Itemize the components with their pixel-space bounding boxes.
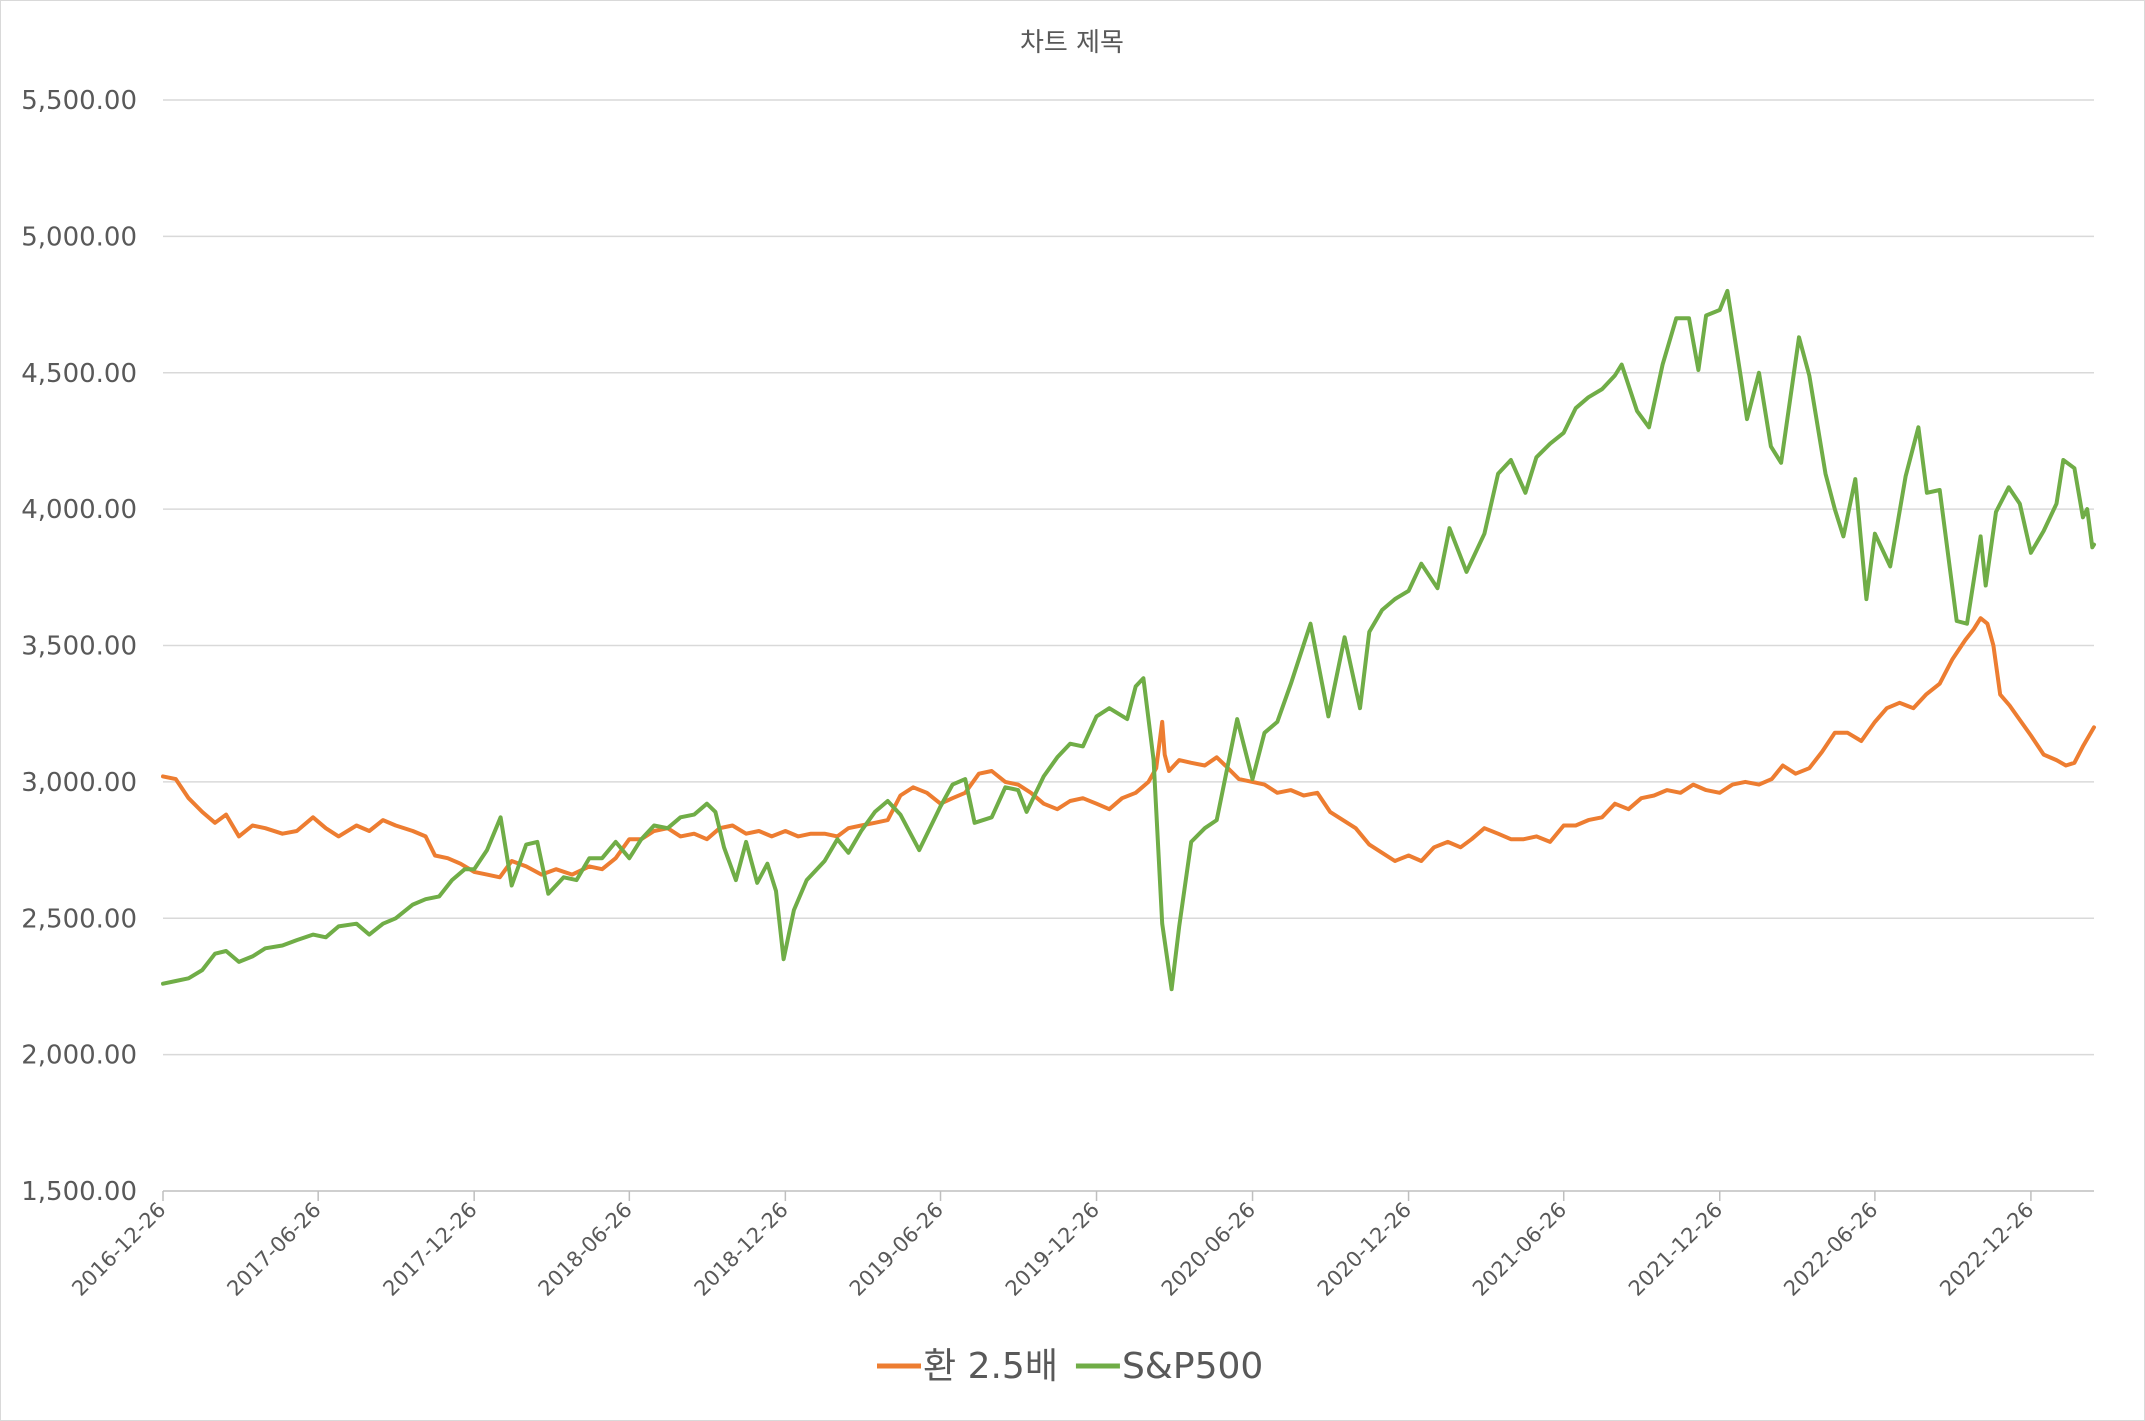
y-tick-label: 3,000.00 bbox=[21, 768, 137, 798]
axes: 1,500.00 2,000.00 2,500.00 3,000.00 3,500.00… bbox=[21, 86, 2094, 1301]
gridlines bbox=[163, 99, 2094, 1056]
x-tick-label: 2022-06-26 bbox=[1779, 1198, 1882, 1301]
x-tick-label: 2017-06-26 bbox=[222, 1198, 325, 1301]
series-lines bbox=[161, 288, 2096, 992]
x-tick-label: 2020-06-26 bbox=[1157, 1198, 1260, 1301]
x-tick-label: 2020-12-26 bbox=[1313, 1198, 1416, 1301]
y-tick-label: 4,500.00 bbox=[21, 359, 137, 389]
y-tick-label: 5,500.00 bbox=[21, 86, 137, 116]
x-tick-label: 2018-12-26 bbox=[690, 1198, 793, 1301]
y-tick-label: 2,500.00 bbox=[21, 904, 137, 934]
y-tick-label: 5,000.00 bbox=[21, 222, 137, 252]
legend-label: 환 2.5배 bbox=[923, 1346, 1058, 1387]
legend-label: S&P500 bbox=[1122, 1346, 1263, 1387]
x-tick-label: 2022-12-26 bbox=[1935, 1198, 2038, 1301]
y-tick-label: 1,500.00 bbox=[21, 1177, 137, 1207]
x-tick-label: 2019-12-26 bbox=[1001, 1198, 1104, 1301]
x-tick-label: 2017-12-26 bbox=[378, 1198, 481, 1301]
series-line-sp500 bbox=[161, 288, 2096, 992]
x-tick-label: 2019-06-26 bbox=[845, 1198, 948, 1301]
x-tick-label: 2021-12-26 bbox=[1624, 1198, 1727, 1301]
series-line-fx-2-5x bbox=[161, 616, 2096, 880]
legend: 환 2.5배 S&P500 bbox=[877, 1346, 1263, 1387]
x-tick-label: 2021-06-26 bbox=[1468, 1198, 1571, 1301]
x-tick-label: 2016-12-26 bbox=[67, 1198, 170, 1301]
x-tick-label: 2018-06-26 bbox=[534, 1198, 637, 1301]
chart-title: 차트 제목 bbox=[1020, 28, 1124, 58]
y-tick-label: 2,000.00 bbox=[21, 1041, 137, 1071]
y-tick-label: 3,500.00 bbox=[21, 632, 137, 662]
y-tick-label: 4,000.00 bbox=[21, 495, 137, 525]
